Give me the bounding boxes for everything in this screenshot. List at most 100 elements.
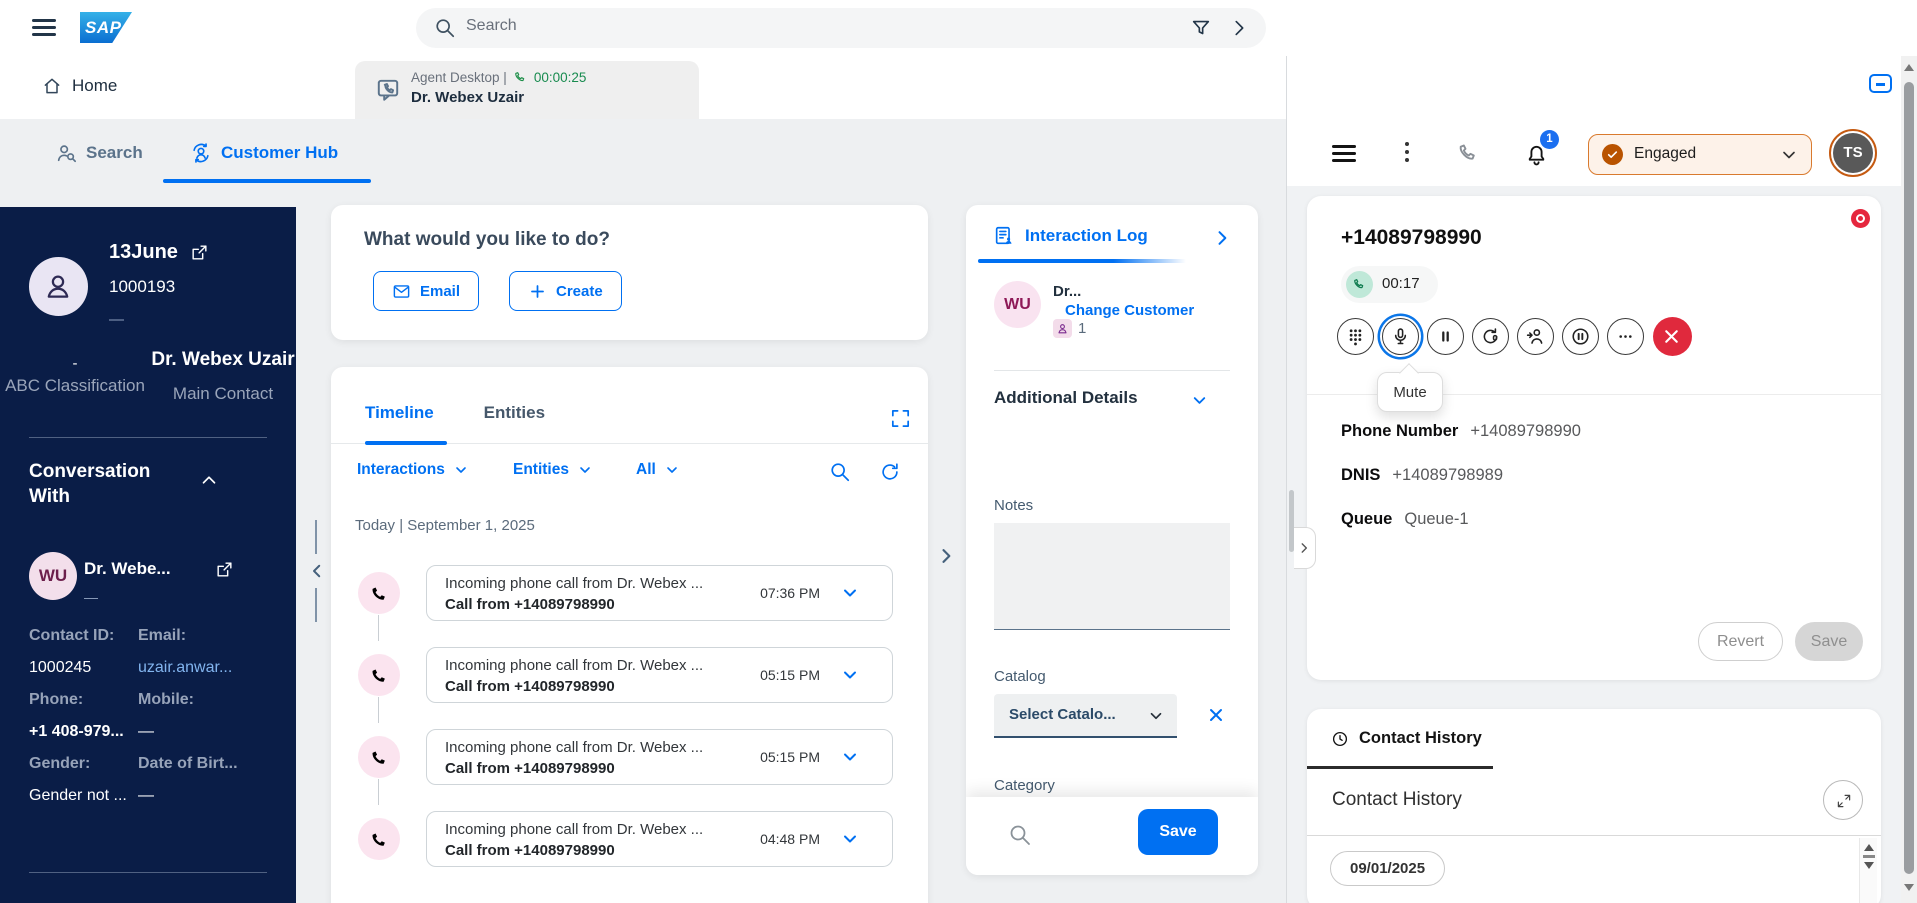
- agent-avatar[interactable]: TS: [1829, 129, 1877, 177]
- global-search-input[interactable]: Search: [416, 8, 1266, 48]
- window-scrollbar[interactable]: [1901, 56, 1917, 903]
- agent-status-value: Engaged: [1634, 145, 1697, 162]
- softphone-bell-icon[interactable]: [1524, 142, 1549, 167]
- conversation-person-name: Dr. Webe...: [84, 559, 171, 578]
- chevron-down-icon[interactable]: [840, 583, 860, 603]
- panel-resize-handle[interactable]: [1289, 490, 1294, 552]
- agent-tab-contact-name: Dr. Webex Uzair: [411, 89, 525, 106]
- tab-timeline[interactable]: Timeline: [365, 403, 434, 422]
- scrollbar-thumb[interactable]: [1904, 82, 1914, 874]
- fullscreen-icon[interactable]: [889, 407, 912, 430]
- chevron-down-icon[interactable]: [840, 829, 860, 849]
- clock-icon: [1331, 730, 1349, 748]
- chevron-down-icon[interactable]: [840, 665, 860, 685]
- chevron-left-icon[interactable]: [308, 562, 326, 580]
- search-icon: [434, 17, 456, 39]
- refresh-icon[interactable]: [879, 461, 901, 483]
- interaction-log-footer: Save: [966, 797, 1258, 875]
- caller-number: +14089798990: [1341, 226, 1482, 249]
- additional-details-heading: Additional Details: [994, 388, 1138, 407]
- incoming-call-icon: [358, 572, 400, 614]
- softphone-menu-icon[interactable]: [1332, 145, 1356, 163]
- timeline-entry[interactable]: Incoming phone call from Dr. Webex ... C…: [426, 565, 893, 621]
- catalog-select[interactable]: Select Catalo...: [994, 694, 1177, 738]
- record-button[interactable]: [1562, 318, 1599, 355]
- chevron-up-icon[interactable]: [198, 469, 220, 491]
- customer-count: 1: [1078, 320, 1087, 337]
- timeline-entry[interactable]: Incoming phone call from Dr. Webex ... C…: [426, 729, 893, 785]
- transfer-button[interactable]: [1517, 318, 1554, 355]
- chevron-down-icon[interactable]: [1190, 391, 1209, 410]
- end-call-button[interactable]: [1653, 317, 1692, 356]
- expand-icon[interactable]: [1823, 780, 1863, 820]
- filter-entities-dropdown[interactable]: Entities: [513, 461, 593, 479]
- hold-button[interactable]: [1427, 318, 1464, 355]
- search-expand-chevron-icon[interactable]: [1228, 17, 1250, 39]
- history-scrollbar[interactable]: [1859, 838, 1877, 903]
- timeline-entry[interactable]: Incoming phone call from Dr. Webex ... C…: [426, 647, 893, 703]
- tab-entities[interactable]: Entities: [483, 403, 546, 422]
- create-button[interactable]: Create: [509, 271, 622, 311]
- sidebar-collapse-handle[interactable]: [306, 520, 326, 636]
- softphone-dialer-icon[interactable]: [1456, 141, 1481, 166]
- contact-id-value: 1000245: [29, 659, 92, 676]
- timeline-connector: [378, 779, 379, 805]
- phone-label: Phone:: [29, 691, 84, 708]
- active-call-card: +14089798990 00:17 Mute Phone Number +140…: [1307, 196, 1881, 680]
- agent-status-dropdown[interactable]: Engaged: [1588, 134, 1812, 175]
- quick-actions-card: What would you like to do? Email Create: [331, 205, 928, 340]
- interaction-log-save-button[interactable]: Save: [1138, 809, 1218, 855]
- keypad-button[interactable]: [1337, 318, 1374, 355]
- filter-all-dropdown[interactable]: All: [636, 461, 680, 479]
- filter-icon[interactable]: [1190, 17, 1212, 39]
- consult-button[interactable]: [1472, 318, 1509, 355]
- tab-search-label: Search: [86, 143, 143, 162]
- entry-time: 07:36 PM: [760, 585, 820, 601]
- account-attributes: - ABC Classification Main Contact Dr. We…: [0, 337, 296, 437]
- notes-label: Notes: [994, 497, 1034, 514]
- interaction-log-tab[interactable]: Interaction Log: [993, 225, 1148, 247]
- softphone-kebab-icon[interactable]: [1405, 142, 1411, 166]
- chevron-right-icon[interactable]: [1212, 228, 1232, 248]
- panel-expand-handle[interactable]: [936, 546, 956, 572]
- breadcrumb-home[interactable]: Home: [42, 76, 117, 96]
- history-date-chip[interactable]: 09/01/2025: [1330, 851, 1446, 886]
- clear-catalog-icon[interactable]: [1206, 705, 1226, 725]
- contact-history-heading: Contact History: [1332, 789, 1462, 810]
- timeline-search-icon[interactable]: [829, 461, 851, 483]
- external-link-icon[interactable]: [190, 243, 209, 262]
- interaction-log-icon: [993, 225, 1015, 247]
- contact-history-tab[interactable]: Contact History: [1331, 729, 1482, 748]
- panel-edge-expander[interactable]: [1294, 527, 1316, 569]
- footer-search-icon[interactable]: [1008, 823, 1032, 847]
- menu-hamburger-icon[interactable]: [32, 19, 56, 37]
- minimize-widget-icon[interactable]: [1869, 74, 1892, 93]
- external-link-icon[interactable]: [215, 560, 234, 579]
- email-button[interactable]: Email: [373, 271, 480, 311]
- timeline-connector: [378, 615, 379, 641]
- divider: [1307, 835, 1881, 836]
- gender-label: Gender:: [29, 755, 91, 772]
- mute-button[interactable]: [1382, 318, 1419, 355]
- agent-desktop-session-tab[interactable]: Agent Desktop | 00:00:25 Dr. Webex Uzair: [355, 61, 699, 119]
- tab-search[interactable]: Search: [55, 142, 143, 164]
- main-contact-name: Dr. Webex Uzair: [151, 349, 295, 370]
- filter-interactions-dropdown[interactable]: Interactions: [357, 461, 469, 479]
- tab-customer-hub[interactable]: Customer Hub: [190, 142, 338, 164]
- notes-textarea[interactable]: [994, 523, 1230, 630]
- call-save-button[interactable]: Save: [1795, 622, 1863, 661]
- chevron-down-icon: [1147, 707, 1165, 725]
- breadcrumb-bar: Home Agent Desktop | 00:00:25 Dr. Webex …: [0, 56, 1917, 119]
- more-actions-button[interactable]: [1607, 318, 1644, 355]
- account-id: 1000193: [109, 277, 176, 296]
- chat-phone-icon: [375, 77, 401, 103]
- interaction-log-panel: Interaction Log WU Dr... Change Customer…: [966, 205, 1258, 875]
- entry-time: 04:48 PM: [760, 831, 820, 847]
- sidebar-divider: [29, 437, 267, 438]
- timeline-entry[interactable]: Incoming phone call from Dr. Webex ... C…: [426, 811, 893, 867]
- chevron-down-icon[interactable]: [840, 747, 860, 767]
- change-customer-link[interactable]: Change Customer: [1065, 302, 1195, 319]
- dob-value: —: [138, 787, 154, 804]
- revert-button[interactable]: Revert: [1698, 622, 1783, 661]
- email-value[interactable]: uzair.anwar...: [138, 659, 233, 676]
